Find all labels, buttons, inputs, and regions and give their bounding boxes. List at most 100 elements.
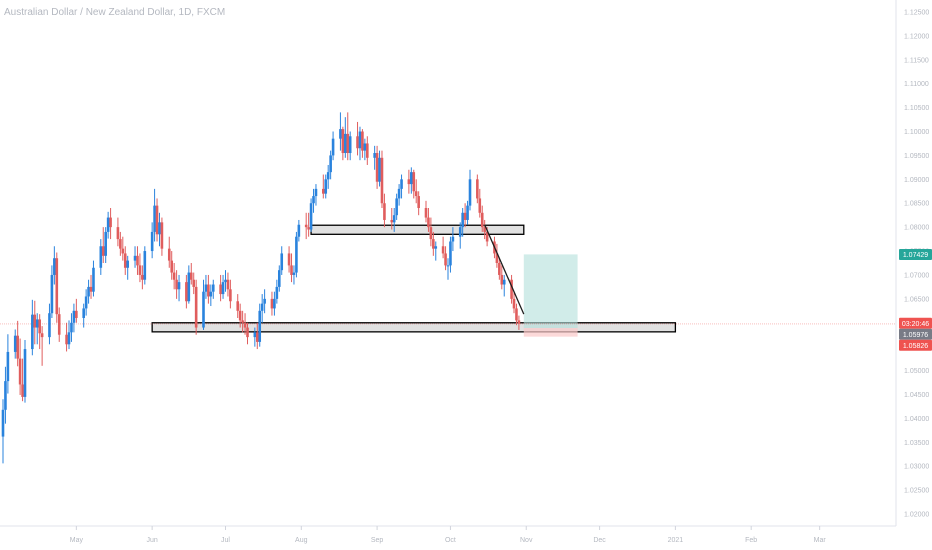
- candle: [295, 231, 298, 278]
- candle-body: [202, 291, 205, 328]
- candle-body: [417, 196, 420, 209]
- candle: [226, 272, 230, 297]
- candle: [392, 208, 396, 232]
- candle: [346, 112, 350, 161]
- candle: [221, 274, 225, 299]
- candle: [517, 315, 521, 330]
- candle: [400, 174, 403, 199]
- candle-body: [495, 253, 499, 263]
- candle: [326, 164, 330, 189]
- candle: [57, 307, 61, 342]
- price-tick-label: 1.02500: [904, 488, 929, 495]
- candle-body: [502, 279, 506, 285]
- candle-body: [126, 260, 129, 268]
- candle-body: [50, 274, 54, 314]
- candle: [444, 246, 447, 271]
- candle: [253, 327, 257, 347]
- candle-body: [238, 310, 242, 321]
- candle-body: [99, 246, 103, 268]
- candle-body: [383, 203, 386, 220]
- candle: [143, 246, 147, 285]
- candle-body: [136, 255, 139, 266]
- candle-body: [307, 227, 310, 230]
- candle-body: [363, 143, 367, 151]
- candle-body: [466, 205, 469, 220]
- candle: [33, 300, 37, 345]
- candle-body: [121, 248, 125, 254]
- candle: [258, 303, 262, 347]
- candle: [75, 298, 78, 323]
- candle: [449, 236, 452, 273]
- candle: [4, 366, 7, 424]
- candle: [275, 279, 279, 304]
- candle: [229, 279, 232, 309]
- candle: [126, 255, 129, 280]
- candle: [380, 150, 384, 209]
- candle-body: [84, 296, 88, 309]
- candle-body: [441, 246, 445, 254]
- candle-body: [297, 224, 301, 237]
- price-tick-label: 1.02000: [904, 512, 929, 519]
- candle-body: [277, 270, 281, 287]
- candle-body: [412, 172, 416, 192]
- candle: [397, 184, 401, 206]
- candle-body: [123, 253, 127, 268]
- support-resistance-zone-2: [151, 322, 677, 333]
- candle-body: [485, 231, 489, 242]
- candle: [207, 274, 210, 304]
- candle-body: [498, 263, 501, 275]
- price-tick-label: 1.04000: [904, 416, 929, 423]
- candle: [287, 246, 291, 273]
- candle: [432, 231, 435, 256]
- price-label-box: [899, 248, 932, 260]
- price-tick-label: 1.06500: [904, 296, 929, 303]
- candle: [348, 131, 352, 161]
- candle: [410, 167, 413, 194]
- price-tick-label: 1.09000: [904, 177, 929, 184]
- candle: [172, 263, 176, 290]
- candle-body: [309, 203, 313, 230]
- candle: [510, 274, 513, 304]
- candle-body: [270, 298, 274, 309]
- candle-body: [65, 334, 68, 345]
- candle-body: [400, 179, 403, 189]
- candle: [476, 174, 479, 204]
- time-axis[interactable]: May Jun Jul Aug Sep Oct Nov Dec 2021 Feb Mar: [70, 526, 827, 544]
- candle-body: [483, 227, 486, 232]
- candle: [356, 121, 359, 156]
- candle: [89, 274, 93, 299]
- candle-body: [153, 205, 156, 232]
- candle: [441, 236, 445, 259]
- candle-body: [375, 153, 379, 182]
- candle-body: [468, 179, 472, 206]
- candle: [187, 265, 191, 304]
- candle-body: [35, 319, 39, 328]
- candle-body: [312, 196, 315, 204]
- candle: [160, 217, 164, 256]
- chart-title: Australian Dollar / New Zealand Dollar, …: [4, 7, 225, 18]
- candle: [358, 126, 362, 161]
- candle: [175, 270, 178, 299]
- candle-body: [260, 303, 264, 311]
- candle: [280, 246, 284, 275]
- candle-body: [160, 222, 164, 249]
- candle-body: [16, 335, 19, 359]
- candle: [297, 219, 301, 242]
- candle-body: [38, 319, 41, 334]
- candle-body: [356, 136, 359, 149]
- candle: [329, 150, 332, 180]
- candle-body: [104, 231, 107, 256]
- candle-body: [211, 284, 215, 292]
- candle-body: [1, 409, 5, 437]
- candle: [87, 279, 90, 304]
- price-tick-label: 1.11000: [904, 81, 929, 88]
- support-resistance-zone-1: [310, 224, 525, 235]
- candle: [38, 314, 41, 350]
- candle-body: [177, 282, 181, 290]
- candle-body: [92, 267, 95, 292]
- candle: [478, 188, 482, 218]
- candle: [414, 179, 418, 204]
- candle-body: [209, 291, 213, 297]
